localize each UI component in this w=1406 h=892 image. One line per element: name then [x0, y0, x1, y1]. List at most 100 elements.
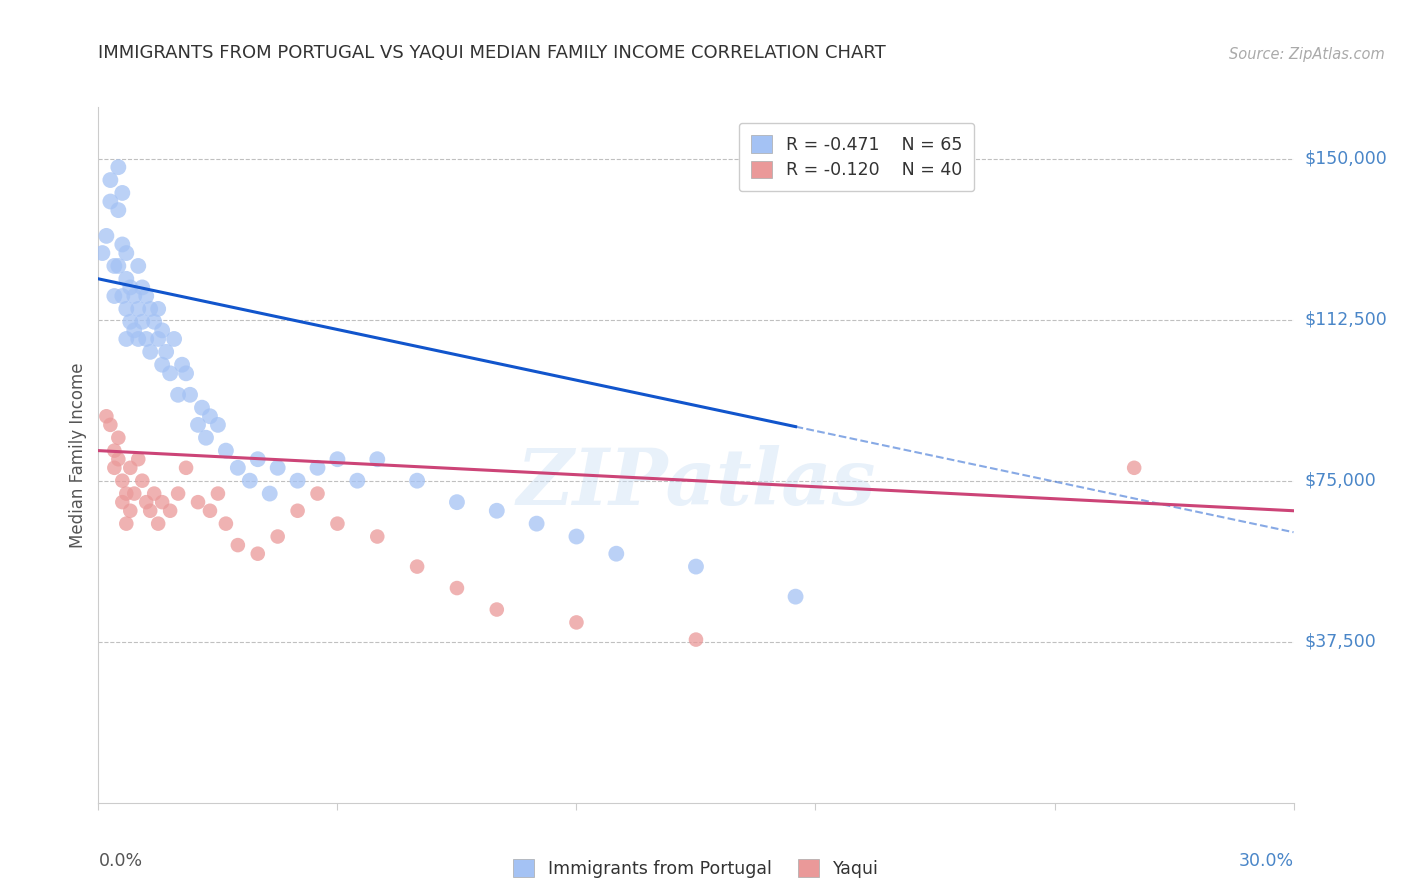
- Text: $150,000: $150,000: [1305, 150, 1388, 168]
- Point: [127, 259, 149, 273]
- Point: [346, 474, 368, 488]
- Point: [526, 516, 548, 531]
- Point: [135, 332, 157, 346]
- Point: [366, 529, 388, 543]
- Legend: Immigrants from Portugal, Yaqui: Immigrants from Portugal, Yaqui: [506, 852, 886, 885]
- Point: [150, 358, 173, 372]
- Point: [107, 452, 129, 467]
- Point: [107, 203, 129, 218]
- Point: [215, 443, 238, 458]
- Point: [135, 495, 157, 509]
- Point: [103, 259, 125, 273]
- Text: 30.0%: 30.0%: [1239, 852, 1294, 870]
- Point: [239, 474, 262, 488]
- Point: [139, 301, 162, 316]
- Point: [107, 431, 129, 445]
- Point: [139, 344, 162, 359]
- Point: [187, 417, 209, 432]
- Point: [167, 486, 190, 500]
- Point: [115, 332, 138, 346]
- Point: [111, 186, 134, 200]
- Point: [131, 474, 153, 488]
- Y-axis label: Median Family Income: Median Family Income: [69, 362, 87, 548]
- Point: [287, 474, 309, 488]
- Point: [139, 504, 162, 518]
- Point: [191, 401, 214, 415]
- Point: [111, 474, 134, 488]
- Point: [287, 504, 309, 518]
- Point: [267, 529, 290, 543]
- Point: [111, 495, 134, 509]
- Point: [226, 460, 249, 475]
- Text: $37,500: $37,500: [1305, 632, 1376, 651]
- Point: [307, 486, 329, 500]
- Point: [1123, 460, 1146, 475]
- Text: Source: ZipAtlas.com: Source: ZipAtlas.com: [1229, 47, 1385, 62]
- Point: [148, 516, 170, 531]
- Point: [120, 460, 142, 475]
- Point: [127, 332, 149, 346]
- Point: [226, 538, 249, 552]
- Point: [326, 516, 349, 531]
- Point: [198, 504, 221, 518]
- Point: [148, 332, 170, 346]
- Point: [131, 315, 153, 329]
- Point: [143, 315, 166, 329]
- Point: [103, 289, 125, 303]
- Point: [207, 417, 229, 432]
- Point: [259, 486, 281, 500]
- Point: [446, 581, 468, 595]
- Point: [167, 388, 190, 402]
- Point: [485, 602, 508, 616]
- Point: [785, 590, 807, 604]
- Point: [605, 547, 627, 561]
- Point: [135, 289, 157, 303]
- Point: [98, 194, 122, 209]
- Text: $112,500: $112,500: [1305, 310, 1388, 328]
- Point: [198, 409, 221, 424]
- Point: [246, 547, 269, 561]
- Point: [96, 228, 118, 243]
- Point: [406, 559, 429, 574]
- Point: [124, 323, 146, 337]
- Point: [103, 443, 125, 458]
- Point: [155, 344, 177, 359]
- Point: [96, 409, 118, 424]
- Point: [91, 246, 114, 260]
- Point: [215, 516, 238, 531]
- Point: [159, 367, 181, 381]
- Point: [246, 452, 269, 467]
- Point: [127, 452, 149, 467]
- Point: [120, 504, 142, 518]
- Point: [207, 486, 229, 500]
- Point: [174, 460, 197, 475]
- Point: [98, 417, 122, 432]
- Text: $75,000: $75,000: [1305, 472, 1376, 490]
- Point: [406, 474, 429, 488]
- Point: [124, 486, 146, 500]
- Point: [187, 495, 209, 509]
- Point: [485, 504, 508, 518]
- Point: [115, 246, 138, 260]
- Point: [148, 301, 170, 316]
- Point: [115, 486, 138, 500]
- Point: [120, 280, 142, 294]
- Point: [115, 272, 138, 286]
- Point: [115, 516, 138, 531]
- Point: [159, 504, 181, 518]
- Point: [124, 289, 146, 303]
- Point: [120, 315, 142, 329]
- Point: [131, 280, 153, 294]
- Text: 0.0%: 0.0%: [98, 852, 142, 870]
- Point: [103, 460, 125, 475]
- Point: [150, 323, 173, 337]
- Point: [179, 388, 201, 402]
- Point: [115, 301, 138, 316]
- Text: IMMIGRANTS FROM PORTUGAL VS YAQUI MEDIAN FAMILY INCOME CORRELATION CHART: IMMIGRANTS FROM PORTUGAL VS YAQUI MEDIAN…: [98, 45, 886, 62]
- Point: [143, 486, 166, 500]
- Point: [685, 632, 707, 647]
- Point: [172, 358, 194, 372]
- Point: [107, 160, 129, 174]
- Point: [307, 460, 329, 475]
- Point: [98, 173, 122, 187]
